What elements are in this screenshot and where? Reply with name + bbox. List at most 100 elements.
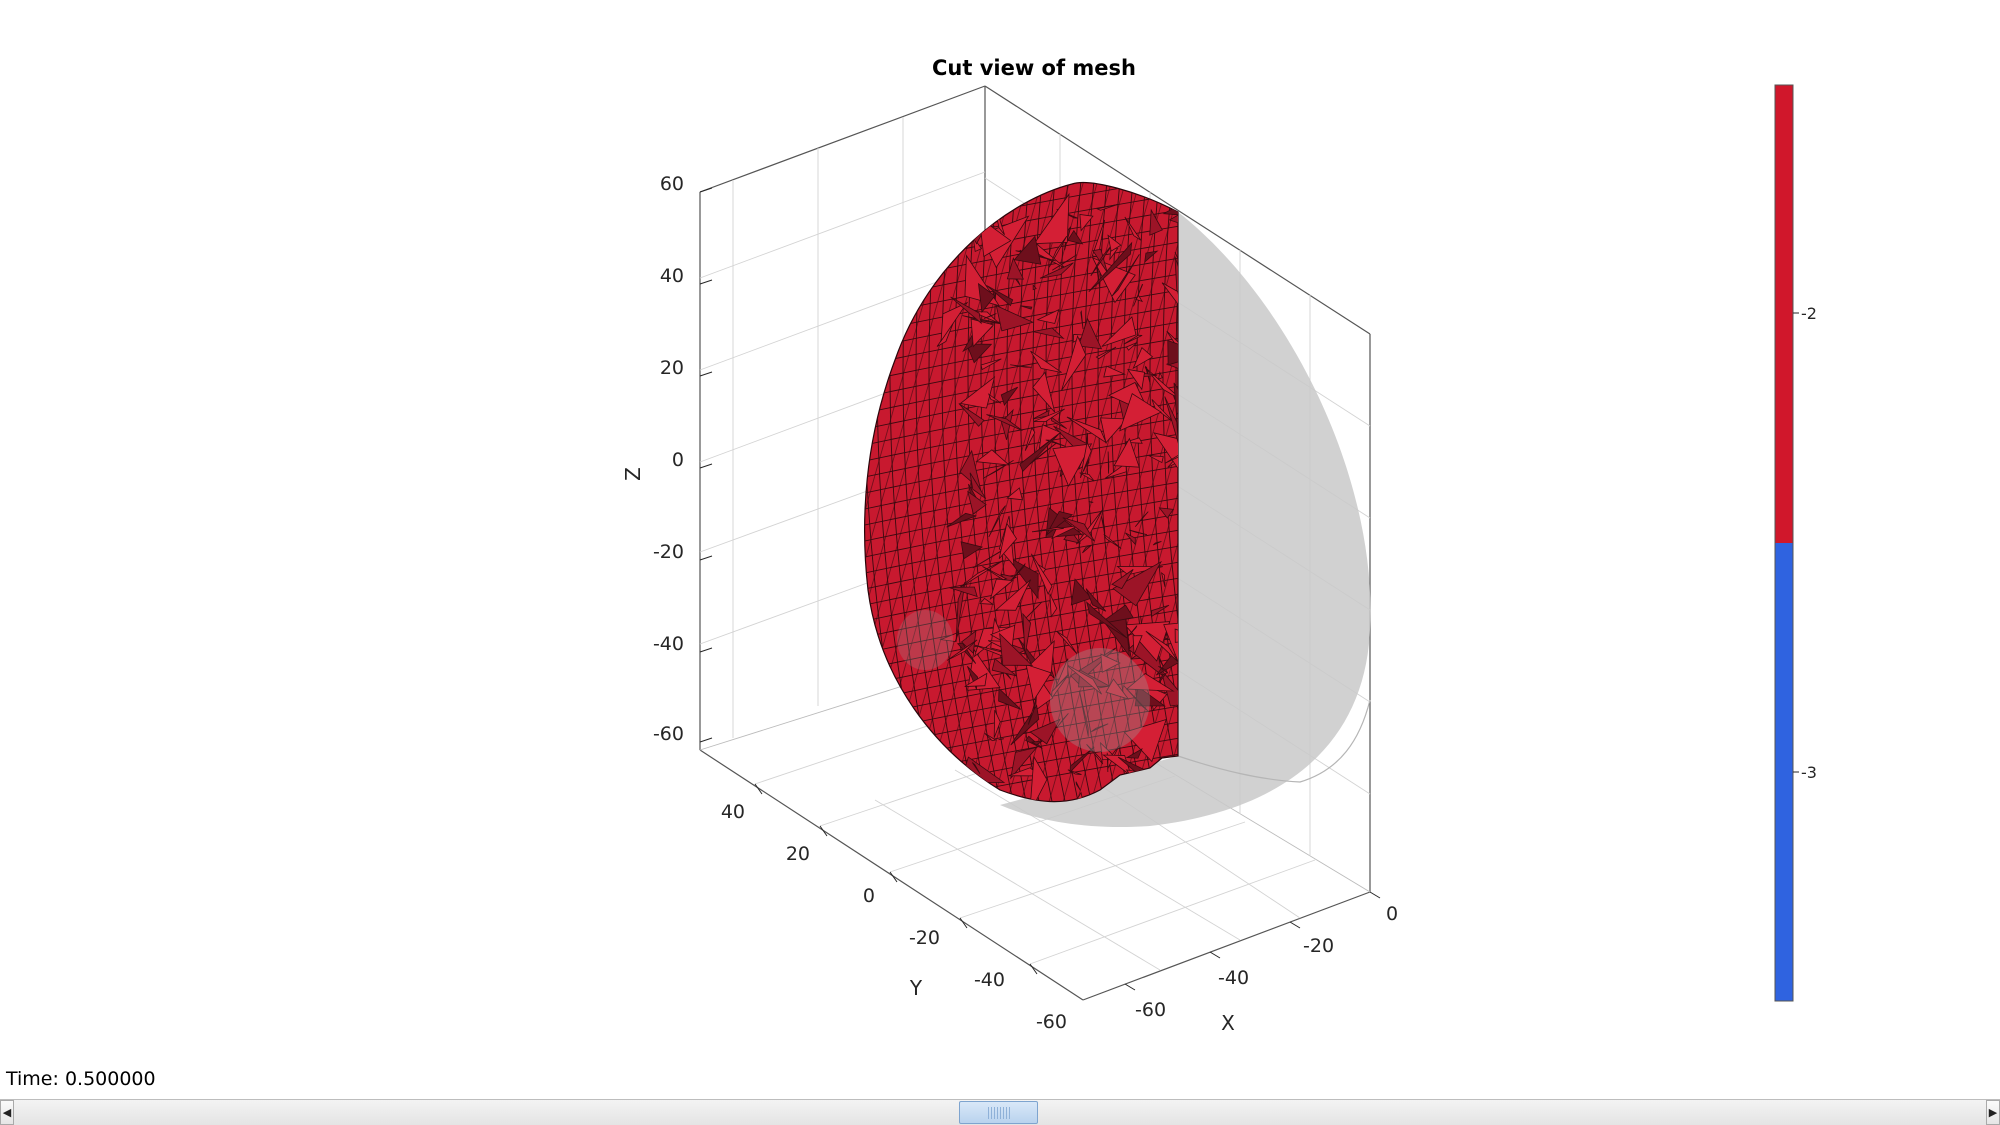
mesh-facet <box>1107 451 1110 474</box>
mesh-facet <box>983 313 997 319</box>
mesh-facet <box>1079 472 1095 482</box>
time-label: Time: 0.500000 <box>6 1068 156 1090</box>
mesh-facet <box>959 376 996 409</box>
y-tick-label: -60 <box>1036 1011 1067 1033</box>
mesh-facet <box>993 710 1001 738</box>
inner-sphere <box>1050 648 1150 752</box>
mesh-edge <box>987 182 1169 802</box>
mesh-edge <box>864 353 1178 415</box>
mesh-facet <box>1103 533 1122 549</box>
mesh-facet <box>1103 365 1126 378</box>
mesh-facet <box>987 393 1002 404</box>
mesh-edge <box>1352 180 1532 820</box>
slider-right-arrow-icon[interactable]: ▶ <box>1986 1100 2000 1125</box>
mesh-facet <box>1105 462 1127 479</box>
mesh-facet <box>1067 769 1082 775</box>
mesh-facet <box>1111 254 1140 297</box>
mesh-edge <box>1162 182 1178 802</box>
mesh-facet <box>1031 526 1064 533</box>
mesh-facet <box>1129 529 1148 536</box>
colorbar-tick-label: -3 <box>1801 763 1817 782</box>
mesh-edge <box>864 182 875 802</box>
mesh-facet <box>1160 572 1166 587</box>
mesh-edge <box>1366 180 1546 820</box>
mesh-facet <box>1050 416 1067 429</box>
mesh-facet <box>1091 219 1106 258</box>
mesh-facet <box>1132 635 1143 655</box>
mesh-facet <box>1031 553 1053 595</box>
mesh-edge <box>1149 182 1178 802</box>
mesh-facet <box>1025 601 1043 619</box>
mesh-facet <box>1032 409 1050 420</box>
mesh-facet <box>1010 364 1032 368</box>
mesh-facet <box>1090 242 1114 277</box>
slider-left-arrow-icon[interactable]: ◀ <box>0 1100 14 1125</box>
mesh-facet <box>1080 441 1092 479</box>
mesh-edge <box>1071 182 1178 802</box>
mesh-facet <box>950 296 982 325</box>
mesh-facet <box>1124 216 1142 241</box>
time-slider[interactable]: ◀ ▶ <box>0 1099 2000 1125</box>
mesh-facet <box>980 358 1002 371</box>
mesh-facet <box>1006 555 1039 600</box>
z-tick-label: -60 <box>653 723 684 745</box>
mesh-facet <box>1127 368 1146 391</box>
mesh-edge <box>1136 182 1178 802</box>
mesh-facet <box>1006 257 1025 280</box>
mesh-facet <box>1168 206 1178 226</box>
mesh-facet <box>1124 621 1171 662</box>
mesh-facet <box>986 285 1014 307</box>
y-tick-label: -20 <box>909 927 940 949</box>
mesh-facet <box>1069 746 1095 774</box>
mesh-facet <box>1123 718 1167 763</box>
mesh-facet <box>964 672 988 687</box>
mesh-facet <box>1082 544 1092 554</box>
mesh-edge <box>945 182 1127 802</box>
mesh-edge <box>1084 182 1135 802</box>
mesh-facet <box>1010 746 1038 780</box>
mesh-facet <box>1153 432 1178 485</box>
mesh-facet <box>1030 350 1062 373</box>
mesh-facet <box>1165 351 1178 369</box>
mesh-facet <box>1066 416 1108 444</box>
mesh-facet <box>957 559 1004 590</box>
mesh-facet <box>1032 284 1037 291</box>
mesh-facet <box>1036 308 1060 324</box>
mesh-facet <box>1056 713 1069 728</box>
mesh-facet <box>958 403 985 427</box>
mesh-facet <box>989 578 1014 601</box>
mesh-facet <box>1020 305 1033 310</box>
mesh-facet <box>959 449 982 491</box>
mesh-facet <box>966 343 993 364</box>
mesh-facet <box>1061 334 1087 391</box>
colorbar: -2 -3 <box>1774 84 1817 1002</box>
mesh-facet <box>1161 282 1178 310</box>
mesh-facet <box>1144 250 1159 263</box>
colorbar-tick-label: -2 <box>1801 304 1817 323</box>
slider-thumb[interactable] <box>959 1101 1038 1124</box>
mesh-facet <box>1163 621 1178 671</box>
mesh-edge <box>1057 182 1178 802</box>
mesh-facet <box>995 304 1035 332</box>
mesh-facet <box>1158 507 1175 519</box>
mesh-facet <box>1151 399 1175 424</box>
y-tick-label: 20 <box>786 843 810 865</box>
mesh-facet <box>1088 241 1133 292</box>
mesh-facet <box>1125 342 1138 351</box>
mesh-facet <box>1062 517 1095 542</box>
mesh-facet <box>949 214 970 223</box>
mesh-facet <box>1158 665 1169 674</box>
mesh-facet <box>1095 346 1117 360</box>
mesh-facet <box>1079 214 1094 232</box>
z-tick-label: -40 <box>653 633 684 655</box>
mesh-edge <box>680 180 860 820</box>
mesh-facet <box>1162 204 1178 216</box>
mesh-facet <box>982 566 1008 581</box>
mesh-facet <box>1091 723 1109 733</box>
z-tick-label: 60 <box>660 173 684 195</box>
mesh-facet <box>1075 781 1081 791</box>
mesh-facet <box>1032 371 1056 413</box>
mesh-facet <box>1100 516 1106 535</box>
ghost-surface <box>1000 212 1371 828</box>
mesh-facet <box>1070 578 1093 606</box>
